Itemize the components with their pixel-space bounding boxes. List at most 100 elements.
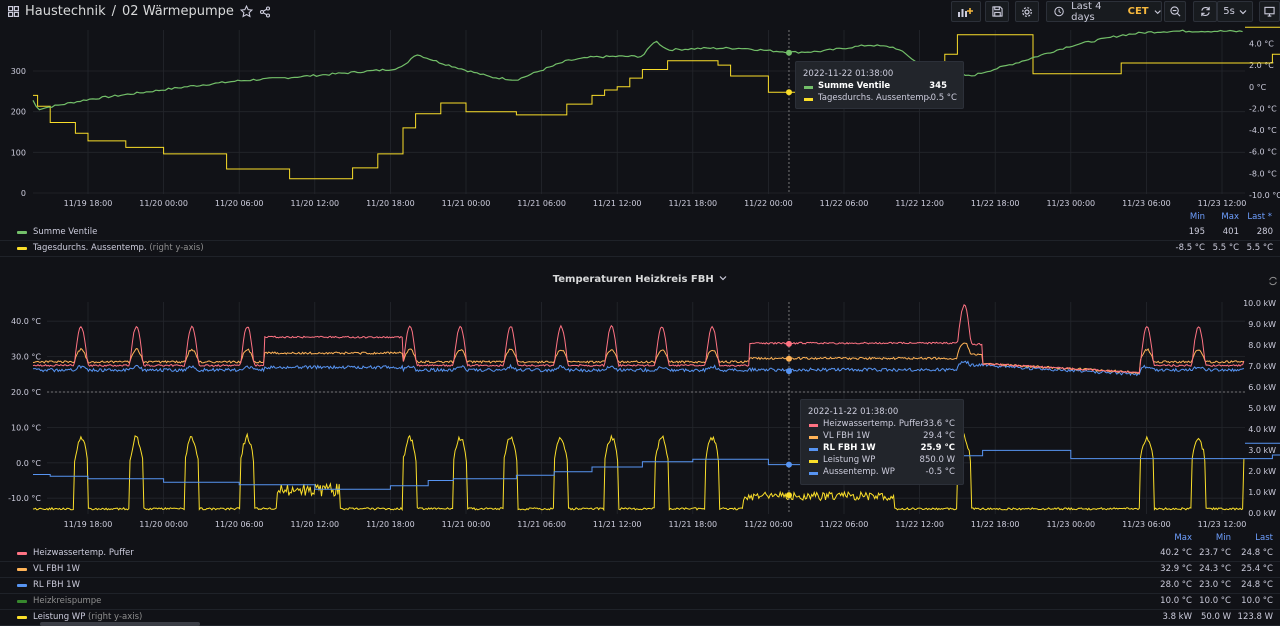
y-axis-tick-label-right: 9.0 kW <box>1248 320 1276 329</box>
legend-last: 123.8 W <box>1237 612 1273 622</box>
dashboard-settings-button[interactable] <box>1015 1 1039 22</box>
legend-series-name[interactable]: Leistung WP (right y-axis) <box>33 612 142 622</box>
legend-min: 195 <box>1188 227 1205 237</box>
x-axis-tick-label: 11/19 18:00 <box>64 199 113 208</box>
tv-mode-button[interactable] <box>1259 1 1280 22</box>
x-axis-tick-label: 11/22 00:00 <box>744 199 793 208</box>
return-flow-series-line <box>32 360 1245 377</box>
legend-axis-note: (right y-axis) <box>149 243 204 253</box>
zoom-out-button[interactable] <box>1164 1 1186 22</box>
legend-row[interactable]: VL FBH 1W 32.9 °C 24.3 °C 25.4 °C <box>0 561 1280 578</box>
x-axis-tick-label: 11/22 12:00 <box>895 199 944 208</box>
series-swatch[interactable] <box>17 584 27 587</box>
legend-row[interactable]: Summe Ventile 195 401 280 <box>0 224 1280 241</box>
refresh-button[interactable] <box>1193 1 1217 22</box>
y-axis-tick-label-right: 7.0 kW <box>1248 362 1276 371</box>
legend-header-max[interactable]: Max <box>1221 212 1239 222</box>
y-axis-tick-label: 30.0 °C <box>11 353 41 362</box>
tooltip-series-name: Summe Ventile <box>818 81 891 91</box>
legend-series-name[interactable]: Summe Ventile <box>33 227 98 237</box>
x-axis-tick-label: 11/20 18:00 <box>366 199 415 208</box>
add-panel-button[interactable] <box>951 1 981 22</box>
series-swatch[interactable] <box>17 616 27 619</box>
save-dashboard-button[interactable] <box>985 1 1009 22</box>
hover-point-supply-flow <box>785 355 792 362</box>
dashboard-title[interactable]: 02 Wärmepumpe <box>122 4 234 19</box>
legend-series-name[interactable]: RL FBH 1W <box>33 580 80 590</box>
legend-header-min[interactable]: Min <box>1189 212 1205 222</box>
monitor-icon <box>1264 6 1275 17</box>
y-axis-tick-label-right: 4.0 °C <box>1249 40 1274 49</box>
x-axis-tick-label: 11/20 12:00 <box>290 199 339 208</box>
supply-flow-series-line <box>32 342 1245 374</box>
tooltip-series-name: RL FBH 1W <box>823 443 876 453</box>
legend-min: -8.5 °C <box>1175 243 1205 253</box>
series-swatch[interactable] <box>17 552 27 555</box>
tooltip-series-value: 25.9 °C <box>920 443 955 453</box>
tooltip-row: VL FBH 1W 29.4 °C <box>801 431 963 443</box>
legend-last: 10.0 °C <box>1241 596 1273 606</box>
legend-header-max[interactable]: Max <box>1174 533 1192 543</box>
legend-series-label: VL FBH 1W <box>33 564 80 574</box>
share-icon[interactable] <box>259 5 271 18</box>
panel-title[interactable]: Temperaturen Heizkreis FBH <box>0 274 1280 285</box>
tooltip-row: Leistung WP 850.0 W <box>801 455 963 467</box>
legend-row[interactable]: Heizkreispumpe 10.0 °C 10.0 °C 10.0 °C <box>0 593 1280 610</box>
legend-last: 24.8 °C <box>1241 548 1273 558</box>
legend-row[interactable]: RL FBH 1W 28.0 °C 23.0 °C 24.8 °C <box>0 577 1280 594</box>
legend-last: 280 <box>1256 227 1273 237</box>
heating-circuit-graph[interactable]: 40.0 °C 30.0 °C 20.0 °C 10.0 °C 0.0 °C -10.0 … <box>0 292 1280 532</box>
y-axis-tick-label: 0.0 °C <box>16 459 41 468</box>
x-axis-tick-label: 11/22 12:00 <box>895 520 944 529</box>
legend-min: 10.0 °C <box>1199 596 1231 606</box>
y-axis-tick-label-right: -6.0 °C <box>1249 148 1277 157</box>
breadcrumb-folder[interactable]: Haustechnik <box>25 4 106 19</box>
dashboards-grid-icon[interactable] <box>8 6 19 17</box>
gear-icon <box>1022 6 1032 17</box>
y-axis-tick-label-right: 8.0 kW <box>1248 341 1276 350</box>
outdoor-temp-wp-series-line <box>33 442 1280 490</box>
tooltip-row: Heizwassertemp. Puffer 33.6 °C <box>801 419 963 431</box>
x-axis-tick-label: 11/20 00:00 <box>139 520 188 529</box>
valves-outdoor-temp-graph[interactable]: 300 200 100 0 4.0 °C 2.0 °C 0 °C -2.0 °C -4.0 °C… <box>0 24 1280 236</box>
x-axis-tick-label: 11/23 06:00 <box>1122 199 1171 208</box>
legend-series-name[interactable]: Heizwassertemp. Puffer <box>33 548 134 558</box>
x-axis-tick-label: 11/23 00:00 <box>1046 199 1095 208</box>
x-axis-tick-label: 11/21 18:00 <box>668 199 717 208</box>
legend-series-name[interactable]: VL FBH 1W <box>33 564 80 574</box>
y-axis-tick-label: 300 <box>11 67 26 76</box>
series-swatch[interactable] <box>17 247 27 250</box>
legend-row[interactable]: Tagesdurchs. Aussentemp. (right y-axis) … <box>0 240 1280 257</box>
tooltip-panel1: 2022-11-22 01:38:00 Summe Ventile 345 Ta… <box>795 61 964 109</box>
x-axis-tick-label: 11/19 18:00 <box>64 520 113 529</box>
horizontal-scrollbar[interactable] <box>40 622 200 626</box>
legend-series-name[interactable]: Heizkreispumpe <box>33 596 101 606</box>
legend-row[interactable]: Heizwassertemp. Puffer 40.2 °C 23.7 °C 24.… <box>0 545 1280 562</box>
star-icon[interactable] <box>239 5 253 18</box>
refresh-icon <box>1200 6 1210 17</box>
tooltip-series-name: Heizwassertemp. Puffer <box>823 419 924 429</box>
x-axis-tick-label: 11/21 00:00 <box>442 199 491 208</box>
series-swatch <box>809 448 818 451</box>
y-axis-tick-label-right: -8.0 °C <box>1249 169 1277 178</box>
x-axis-tick-label: 11/22 00:00 <box>744 520 793 529</box>
x-axis-tick-label: 11/22 18:00 <box>971 199 1020 208</box>
y-axis-tick-label-right: -2.0 °C <box>1249 104 1277 113</box>
tooltip-series-name: Tagesdurchs. Aussentemp. <box>818 93 932 103</box>
breadcrumb-separator: / <box>111 4 117 19</box>
legend-header-last[interactable]: Last * <box>1247 212 1272 222</box>
legend-max: 28.0 °C <box>1160 580 1192 590</box>
legend-header-last[interactable]: Last <box>1255 533 1273 543</box>
tooltip-series-value: -0.5 °C <box>925 467 955 477</box>
y-axis-tick-label: 40.0 °C <box>11 317 41 326</box>
series-swatch <box>809 460 818 463</box>
series-swatch[interactable] <box>17 600 27 603</box>
series-swatch[interactable] <box>17 231 27 234</box>
refresh-interval-picker[interactable]: 5s <box>1217 1 1253 22</box>
legend-header-min[interactable]: Min <box>1215 533 1231 543</box>
legend-series-name[interactable]: Tagesdurchs. Aussentemp. (right y-axis) <box>33 243 204 253</box>
legend-max: 3.8 kW <box>1162 612 1192 622</box>
zoom-out-icon <box>1169 6 1180 17</box>
time-picker-button[interactable]: Last 4 days CET <box>1046 1 1162 23</box>
series-swatch[interactable] <box>17 568 27 571</box>
